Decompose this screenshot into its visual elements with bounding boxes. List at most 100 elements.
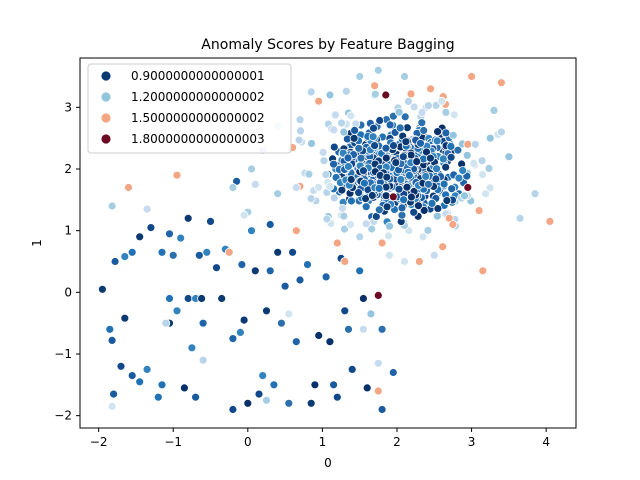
chart-title: Anomaly Scores by Feature Bagging	[201, 37, 454, 53]
cluster-point	[339, 211, 349, 221]
cluster-point	[394, 184, 404, 194]
cluster-point	[406, 89, 416, 99]
cluster-point	[449, 110, 459, 120]
scatter-point	[258, 371, 268, 381]
legend-label: 0.9000000000000001	[131, 69, 265, 83]
cluster-point	[340, 224, 349, 234]
cluster-point	[433, 127, 443, 137]
cluster-point	[398, 152, 408, 162]
scatter-point	[496, 78, 506, 88]
cluster-point	[296, 126, 305, 136]
cluster-point	[354, 143, 364, 153]
cluster-point	[432, 211, 442, 221]
scatter-point	[325, 337, 335, 347]
scatter-point	[172, 306, 182, 316]
scatter-point	[478, 266, 488, 276]
scatter-point	[329, 380, 339, 390]
scatter-point	[321, 272, 331, 282]
scatter-point	[228, 334, 238, 344]
cluster-point	[484, 163, 494, 173]
scatter-point	[340, 306, 350, 316]
legend-marker	[100, 133, 112, 145]
cluster-point	[307, 139, 316, 148]
cluster-point	[306, 194, 316, 204]
cluster-point	[361, 202, 371, 212]
y-axis: −2 −1 0 1 2 3	[54, 100, 80, 423]
x-axis-label: 0	[324, 456, 332, 470]
cluster-point	[375, 116, 385, 125]
scatter-point	[273, 247, 283, 257]
cluster-point	[384, 231, 393, 241]
scatter-point	[239, 210, 249, 220]
y-tick-label: −1	[54, 347, 72, 361]
scatter-point	[306, 87, 316, 97]
scatter-point	[280, 281, 290, 291]
cluster-point	[438, 154, 448, 164]
scatter-point	[381, 90, 391, 100]
cluster-point	[409, 207, 419, 217]
x-tick-label: −1	[164, 435, 182, 449]
legend-label: 1.2000000000000002	[131, 90, 265, 104]
cluster-point	[367, 224, 377, 234]
cluster-point	[397, 203, 407, 213]
scatter-point	[314, 96, 324, 106]
cluster-point	[409, 102, 419, 112]
cluster-point	[441, 128, 451, 138]
cluster-point	[419, 205, 429, 215]
cluster-point	[322, 214, 332, 224]
scatter-point	[418, 232, 428, 242]
cluster-point	[394, 107, 404, 117]
scatter-point	[504, 152, 514, 162]
cluster-point	[374, 183, 384, 193]
scatter-point	[105, 324, 115, 334]
x-tick-label: 0	[244, 435, 252, 449]
cluster-point	[343, 162, 353, 171]
cluster-point	[454, 173, 464, 183]
scatter-point	[269, 380, 279, 390]
cluster-point	[412, 157, 422, 167]
scatter-point	[355, 232, 365, 242]
cluster-point	[382, 172, 392, 182]
cluster-point	[381, 143, 391, 153]
y-tick-label: −2	[54, 409, 72, 423]
scatter-point	[109, 389, 118, 399]
scatter-point	[340, 257, 350, 266]
scatter-point	[429, 250, 439, 260]
scatter-point	[250, 179, 260, 189]
scatter-point	[496, 127, 506, 137]
cluster-point	[369, 123, 378, 133]
scatter-point	[400, 257, 409, 266]
scatter-point	[400, 72, 409, 81]
cluster-point	[474, 206, 484, 216]
cluster-point	[406, 192, 416, 202]
cluster-point	[431, 174, 441, 184]
scatter-point	[489, 106, 499, 115]
scatter-point	[463, 183, 473, 192]
cluster-point	[477, 156, 487, 166]
scatter-point	[228, 183, 238, 192]
scatter-point	[332, 392, 342, 402]
scatter-point	[325, 90, 335, 100]
scatter-point	[107, 335, 117, 345]
cluster-point	[337, 118, 346, 128]
scatter-point	[467, 72, 477, 81]
scatter-point	[291, 226, 301, 236]
cluster-point	[294, 135, 304, 145]
scatter-point	[358, 324, 368, 334]
scatter-point	[414, 257, 424, 266]
scatter-point	[358, 294, 368, 303]
scatter-point	[545, 216, 555, 226]
cluster-point	[346, 196, 356, 206]
cluster-point	[423, 179, 433, 189]
scatter-point	[228, 405, 238, 414]
scatter-point	[347, 364, 357, 374]
legend-label: 1.8000000000000003	[131, 132, 265, 146]
scatter-point	[377, 405, 387, 414]
cluster-point	[441, 162, 451, 172]
cluster-point	[338, 203, 347, 213]
scatter-point	[303, 260, 312, 270]
scatter-point	[515, 213, 525, 223]
cluster-point	[458, 166, 468, 175]
scatter-point	[265, 266, 275, 276]
